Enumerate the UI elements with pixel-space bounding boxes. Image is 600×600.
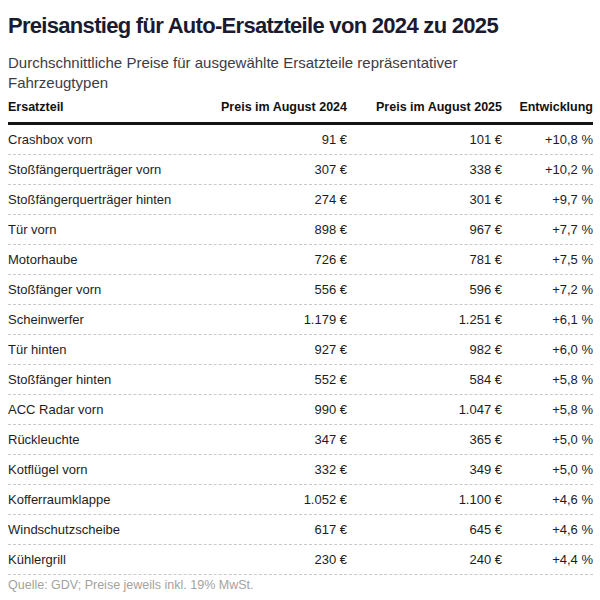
price-2024: 274 € (188, 192, 347, 207)
table-header-row: Ersatzteil Preis im August 2024 Preis im… (8, 100, 593, 125)
table-row: Tür vorn898 €967 €+7,7 % (8, 215, 593, 245)
table-row: Scheinwerfer1.179 €1.251 €+6,1 % (8, 305, 593, 335)
price-2024: 91 € (188, 132, 347, 147)
part-name: Motorhaube (8, 252, 188, 267)
column-header-change: Entwicklung (502, 100, 593, 114)
column-header-part: Ersatzteil (8, 100, 188, 114)
table-row: Kofferraumklappe1.052 €1.100 €+4,6 % (8, 485, 593, 515)
page-title: Preisanstieg für Auto-Ersatzteile von 20… (8, 13, 593, 39)
price-2025: 338 € (347, 162, 502, 177)
infographic-page: Preisanstieg für Auto-Ersatzteile von 20… (0, 0, 600, 600)
price-2024: 552 € (188, 372, 347, 387)
price-2025: 1.100 € (347, 492, 502, 507)
price-2024: 617 € (188, 522, 347, 537)
part-name: Stoßfängerquerträger hinten (8, 192, 188, 207)
price-2025: 596 € (347, 282, 502, 297)
change: +6,0 % (502, 342, 593, 357)
price-2024: 230 € (188, 552, 347, 567)
price-2025: 240 € (347, 552, 502, 567)
price-table: Ersatzteil Preis im August 2024 Preis im… (8, 100, 593, 578)
part-name: Tür vorn (8, 222, 188, 237)
table-row: Stoßfänger vorn556 €596 €+7,2 % (8, 275, 593, 305)
table-row: Crashbox vorn91 €101 €+10,8 % (8, 125, 593, 155)
change: +10,8 % (502, 132, 593, 147)
price-2025: 781 € (347, 252, 502, 267)
change: +4,6 % (502, 492, 593, 507)
price-2024: 332 € (188, 462, 347, 477)
price-2025: 301 € (347, 192, 502, 207)
price-2024: 726 € (188, 252, 347, 267)
price-2025: 1.047 € (347, 402, 502, 417)
table-row: Rückleuchte347 €365 €+5,0 % (8, 425, 593, 455)
table-row: Stoßfängerquerträger hinten274 €301 €+9,… (8, 185, 593, 215)
part-name: Scheinwerfer (8, 312, 188, 327)
part-name: Kühlergrill (8, 552, 188, 567)
change: +7,7 % (502, 222, 593, 237)
page-subtitle: Durchschnittliche Preise für ausgewählte… (8, 53, 518, 93)
part-name: Crashbox vorn (8, 132, 188, 147)
column-header-price-2024: Preis im August 2024 (188, 100, 347, 114)
price-2024: 1.179 € (188, 312, 347, 327)
table-row: Kühlergrill230 €240 €+4,4 % (8, 545, 593, 575)
price-2025: 982 € (347, 342, 502, 357)
price-2025: 967 € (347, 222, 502, 237)
table-row: Motorhaube726 €781 €+7,5 % (8, 245, 593, 275)
part-name: Tür hinten (8, 342, 188, 357)
change: +10,2 % (502, 162, 593, 177)
change: +7,5 % (502, 252, 593, 267)
change: +5,8 % (502, 402, 593, 417)
table-row: ACC Radar vorn990 €1.047 €+5,8 % (8, 395, 593, 425)
part-name: Stoßfänger vorn (8, 282, 188, 297)
price-2025: 101 € (347, 132, 502, 147)
change: +6,1 % (502, 312, 593, 327)
table-row: Stoßfänger hinten552 €584 €+5,8 % (8, 365, 593, 395)
table-row: Windschutzscheibe617 €645 €+4,6 % (8, 515, 593, 545)
price-2024: 990 € (188, 402, 347, 417)
part-name: Kotflügel vorn (8, 462, 188, 477)
part-name: Kofferraumklappe (8, 492, 188, 507)
column-header-price-2025: Preis im August 2025 (347, 100, 502, 114)
part-name: ACC Radar vorn (8, 402, 188, 417)
price-2024: 927 € (188, 342, 347, 357)
part-name: Windschutzscheibe (8, 522, 188, 537)
table-body: Crashbox vorn91 €101 €+10,8 %Stoßfängerq… (8, 125, 593, 578)
table-row: Stoßfängerquerträger vorn307 €338 €+10,2… (8, 155, 593, 185)
table-row: Kotflügel vorn332 €349 €+5,0 % (8, 455, 593, 485)
table-row: Tür hinten927 €982 €+6,0 % (8, 335, 593, 365)
change: +5,0 % (502, 462, 593, 477)
price-2025: 365 € (347, 432, 502, 447)
change: +4,6 % (502, 522, 593, 537)
change: +9,7 % (502, 192, 593, 207)
part-name: Stoßfängerquerträger vorn (8, 162, 188, 177)
source-note: Quelle: GDV; Preise jeweils inkl. 19% Mw… (0, 577, 600, 600)
price-2025: 1.251 € (347, 312, 502, 327)
part-name: Stoßfänger hinten (8, 372, 188, 387)
change: +5,8 % (502, 372, 593, 387)
price-2025: 645 € (347, 522, 502, 537)
price-2024: 556 € (188, 282, 347, 297)
part-name: Rückleuchte (8, 432, 188, 447)
change: +5,0 % (502, 432, 593, 447)
change: +4,4 % (502, 552, 593, 567)
price-2024: 307 € (188, 162, 347, 177)
change: +7,2 % (502, 282, 593, 297)
price-2024: 1.052 € (188, 492, 347, 507)
price-2025: 584 € (347, 372, 502, 387)
price-2024: 347 € (188, 432, 347, 447)
price-2024: 898 € (188, 222, 347, 237)
price-2025: 349 € (347, 462, 502, 477)
content-area: Preisanstieg für Auto-Ersatzteile von 20… (0, 13, 600, 578)
